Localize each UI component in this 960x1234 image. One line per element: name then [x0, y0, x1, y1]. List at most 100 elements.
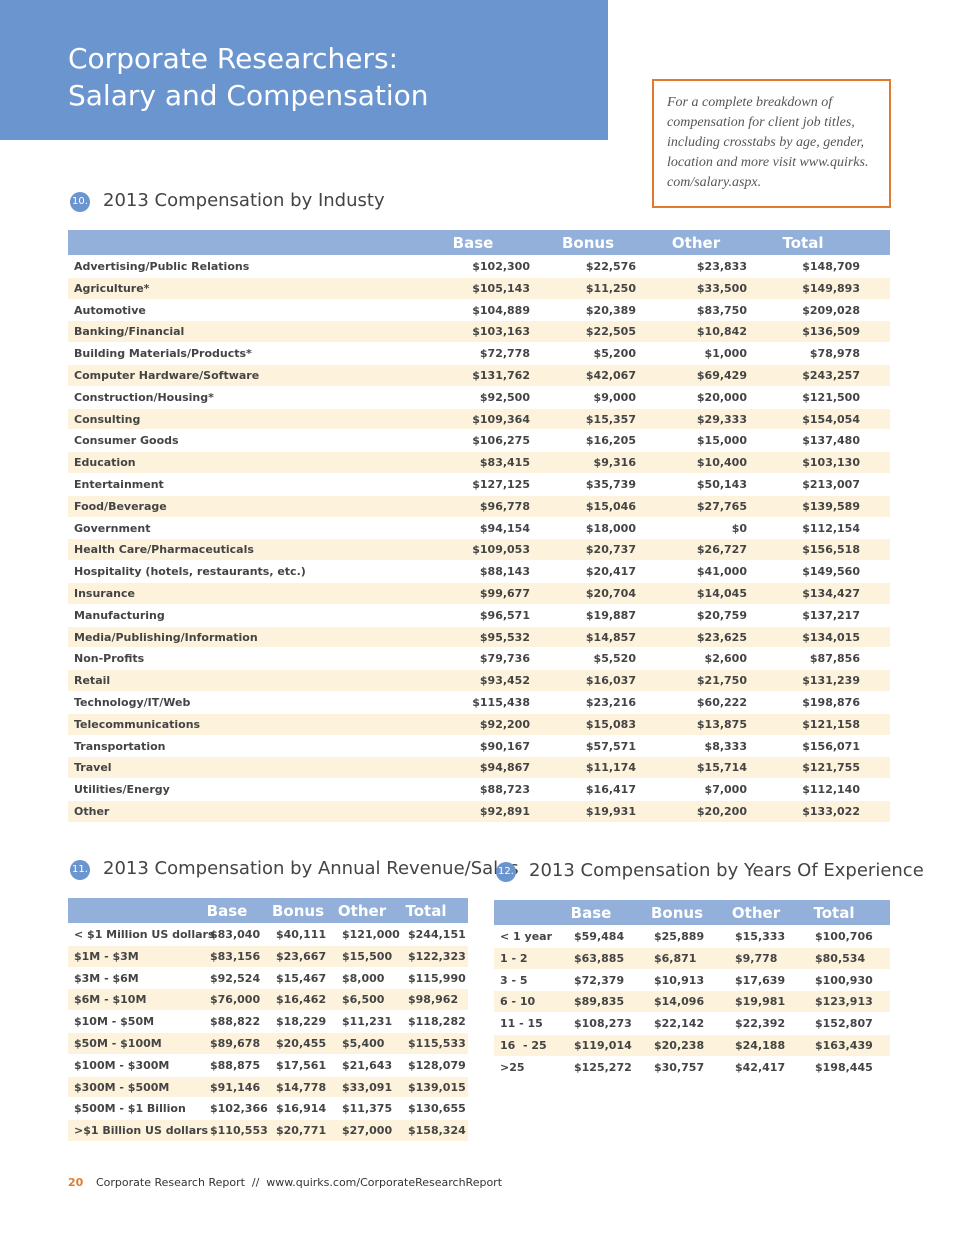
column-header: Total — [813, 904, 855, 922]
cell-value: $104,889 — [472, 303, 530, 317]
row-label: 3 - 5 — [500, 973, 528, 987]
row-label: Consumer Goods — [74, 434, 179, 448]
cell-value: $127,125 — [472, 478, 530, 491]
cell-value: $94,154 — [479, 521, 530, 535]
cell-value: $29,333 — [696, 412, 747, 426]
cell-value: $11,231 — [342, 1015, 393, 1029]
cell-value: $11,174 — [585, 761, 636, 775]
column-header: Total — [782, 234, 824, 252]
cell-value: $9,778 — [735, 951, 778, 965]
cell-value: $21,643 — [342, 1058, 393, 1072]
row-label: Retail — [74, 674, 111, 688]
cell-value: $5,400 — [342, 1037, 385, 1050]
cell-value: $213,007 — [802, 478, 860, 491]
cell-value: $14,857 — [585, 630, 636, 644]
cell-value: $99,677 — [479, 587, 530, 600]
cell-value: $134,427 — [802, 587, 860, 600]
cell-value: $27,765 — [696, 499, 747, 513]
table-row — [68, 670, 890, 691]
cell-value: $108,273 — [574, 1017, 632, 1031]
cell-value: $92,891 — [479, 805, 530, 818]
cell-value: $14,045 — [696, 587, 747, 600]
cell-value: $122,323 — [408, 949, 466, 963]
cell-value: $8,000 — [342, 971, 385, 985]
cell-value: $88,822 — [210, 1015, 261, 1029]
row-label: Utilities/Energy — [74, 783, 170, 797]
table-row — [68, 365, 890, 386]
cell-value: $83,750 — [696, 303, 747, 317]
column-header: Other — [337, 902, 387, 920]
cell-value: $42,067 — [585, 369, 636, 382]
table-row — [68, 1076, 468, 1098]
cell-value: $109,053 — [472, 543, 530, 557]
row-label: $100M - $300M — [74, 1058, 170, 1072]
cell-value: $20,238 — [654, 1039, 705, 1052]
cell-value: $19,981 — [735, 995, 786, 1009]
cell-value: $130,655 — [408, 1102, 466, 1116]
cell-value: $89,678 — [210, 1037, 261, 1050]
row-label: Other — [74, 805, 110, 818]
cell-value: $125,272 — [574, 1060, 632, 1074]
cell-value: $21,750 — [696, 674, 747, 688]
row-label: 1 - 2 — [500, 951, 528, 965]
cell-value: $198,445 — [815, 1060, 873, 1074]
callout-line: including crosstabs by age, gender, — [667, 135, 865, 150]
cell-value: $88,723 — [479, 783, 530, 797]
cell-value: $92,200 — [479, 717, 530, 731]
cell-value: $80,534 — [815, 951, 866, 965]
cell-value: $115,990 — [408, 971, 466, 985]
row-label: Building Materials/Products* — [74, 347, 252, 361]
cell-value: $9,316 — [593, 456, 636, 470]
cell-value: $17,561 — [276, 1058, 327, 1072]
callout-line: location and more visit www.quirks. — [667, 155, 869, 170]
cell-value: $33,500 — [696, 281, 747, 295]
cell-value: $105,143 — [472, 281, 530, 295]
cell-value: $20,737 — [585, 543, 636, 557]
cell-value: $1,000 — [704, 347, 747, 361]
column-header: Bonus — [271, 902, 325, 920]
cell-value: $87,856 — [809, 652, 860, 666]
cell-value: $92,500 — [479, 390, 530, 404]
cell-value: $96,571 — [479, 608, 530, 622]
cell-value: $20,759 — [696, 608, 747, 622]
cell-value: $112,154 — [802, 521, 860, 535]
row-label: Computer Hardware/Software — [74, 369, 260, 382]
cell-value: $15,714 — [696, 761, 747, 775]
table-row — [68, 757, 890, 779]
callout-box — [652, 79, 891, 208]
cell-value: $5,520 — [593, 652, 636, 666]
cell-value: $163,439 — [815, 1039, 873, 1052]
cell-value: $20,000 — [696, 390, 747, 404]
table-row — [494, 947, 890, 969]
cell-value: $121,000 — [342, 928, 400, 941]
cell-value: $128,079 — [408, 1058, 466, 1072]
row-label: Manufacturing — [74, 608, 165, 622]
cell-value: $41,000 — [696, 565, 747, 579]
cell-value: $17,639 — [735, 973, 786, 987]
column-header: Total — [405, 902, 447, 920]
cell-value: $6,500 — [342, 993, 385, 1007]
cell-value: $16,417 — [585, 783, 636, 797]
cell-value: $14,778 — [276, 1080, 327, 1094]
cell-value: $156,518 — [802, 543, 860, 557]
cell-value: $50,143 — [696, 478, 747, 491]
table-row — [68, 495, 890, 517]
cell-value: $15,357 — [585, 412, 636, 426]
row-label: $500M - $1 Billion — [74, 1102, 186, 1116]
cell-value: $20,417 — [585, 565, 636, 579]
callout-line: compensation for client job titles, — [667, 115, 855, 130]
cell-value: $100,706 — [815, 930, 873, 943]
section-title: 2013 Compensation by Years Of Experience — [529, 860, 924, 881]
cell-value: $88,875 — [210, 1058, 261, 1072]
cell-value: $16,914 — [276, 1102, 327, 1116]
cell-value: $115,438 — [472, 696, 530, 709]
row-label: 6 - 10 — [500, 995, 536, 1009]
cell-value: $91,146 — [210, 1080, 261, 1094]
cell-value: $121,755 — [802, 761, 860, 775]
cell-value: $10,400 — [696, 456, 747, 470]
cell-value: $112,140 — [802, 783, 860, 797]
cell-value: $15,000 — [696, 434, 747, 448]
cell-value: $7,000 — [704, 783, 747, 797]
cell-value: $100,930 — [815, 973, 873, 987]
